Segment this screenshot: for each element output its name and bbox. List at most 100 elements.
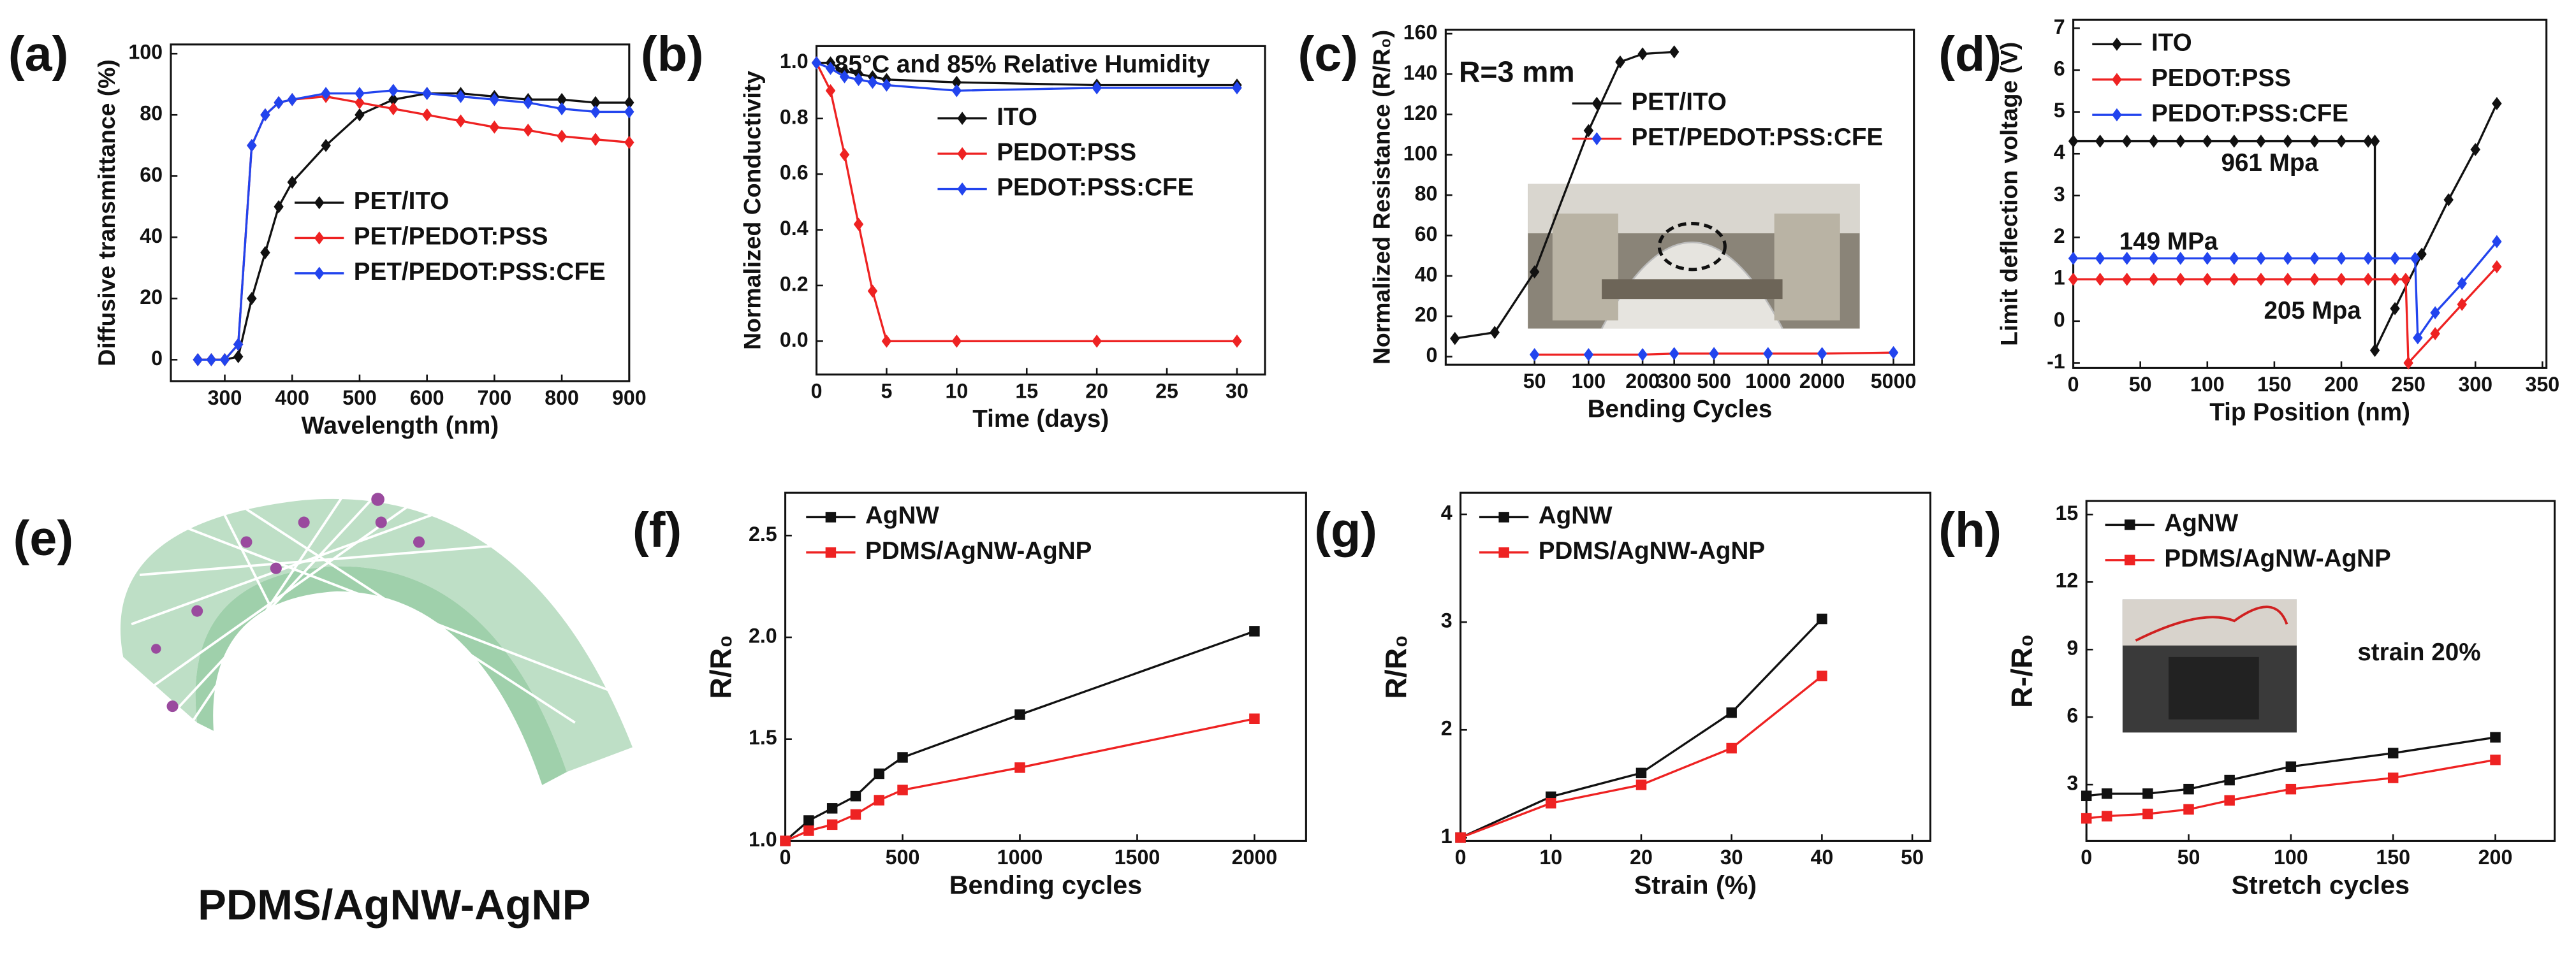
marker bbox=[2413, 331, 2423, 345]
marker bbox=[2309, 272, 2320, 286]
x-tick-label: 250 bbox=[2391, 373, 2426, 396]
marker bbox=[1763, 347, 1773, 361]
x-tick-label: 50 bbox=[1901, 846, 1924, 869]
marker bbox=[839, 70, 850, 83]
marker bbox=[2102, 788, 2112, 799]
marker bbox=[2068, 252, 2079, 265]
x-tick-label: 0 bbox=[1455, 846, 1467, 869]
marker bbox=[2081, 790, 2092, 802]
x-tick-label: 0 bbox=[780, 846, 791, 869]
marker bbox=[421, 87, 432, 100]
marker bbox=[2283, 272, 2293, 286]
marker bbox=[1726, 707, 1737, 718]
marker bbox=[2283, 252, 2293, 265]
marker bbox=[951, 334, 962, 348]
y-tick-label: 4 bbox=[2054, 141, 2065, 164]
y-tick-label: 100 bbox=[1403, 141, 1438, 164]
y-axis-title: Normalized Conductivity bbox=[738, 71, 765, 350]
x-axis-title: Time (days) bbox=[972, 405, 1109, 433]
marker bbox=[2401, 272, 2411, 286]
x-axis-title: Tip Position (nm) bbox=[2209, 399, 2410, 426]
marker bbox=[2229, 252, 2239, 265]
x-tick-label: 100 bbox=[2274, 846, 2308, 869]
legend-marker bbox=[825, 512, 837, 523]
marker bbox=[2336, 134, 2346, 148]
legend-marker bbox=[314, 196, 325, 210]
plot-frame bbox=[815, 45, 1266, 376]
y-tick-label: 120 bbox=[1403, 101, 1438, 124]
marker bbox=[2430, 327, 2440, 340]
marker bbox=[590, 133, 601, 146]
marker bbox=[2283, 134, 2293, 148]
legend-marker bbox=[825, 547, 837, 558]
marker bbox=[355, 87, 365, 100]
series-line bbox=[2086, 758, 2496, 820]
y-tick-label: 2 bbox=[1441, 717, 1453, 740]
x-tick-label: 0 bbox=[2068, 373, 2079, 396]
marker bbox=[2102, 811, 2112, 822]
marker bbox=[951, 83, 962, 98]
marker bbox=[1888, 345, 1899, 359]
y-tick-label: 0.4 bbox=[780, 217, 809, 240]
x-tick-label: 50 bbox=[2129, 373, 2152, 396]
legend-marker bbox=[314, 231, 325, 245]
marker bbox=[2068, 134, 2079, 148]
marker bbox=[624, 136, 634, 149]
photo-inset-h bbox=[2122, 599, 2297, 733]
y-tick-label: 0.0 bbox=[780, 328, 809, 351]
marker bbox=[2492, 97, 2502, 110]
y-tick-label: 4 bbox=[1441, 502, 1453, 525]
marker bbox=[287, 175, 297, 189]
y-tick-label: 140 bbox=[1403, 61, 1438, 84]
legend-marker bbox=[2124, 554, 2135, 566]
y-tick-label: 1 bbox=[1441, 825, 1453, 848]
marker bbox=[1583, 348, 1594, 361]
marker bbox=[2095, 134, 2105, 148]
marker bbox=[557, 129, 567, 143]
legend-marker bbox=[957, 182, 967, 196]
y-tick-label: 0.2 bbox=[780, 272, 809, 295]
marker bbox=[2121, 134, 2132, 148]
marker bbox=[2148, 252, 2159, 265]
marker bbox=[2068, 272, 2079, 286]
legend-label: PET/PEDOT:PSS:CFE bbox=[354, 258, 606, 286]
marker bbox=[2121, 252, 2132, 265]
panel-label: (c) bbox=[1298, 27, 1358, 82]
marker bbox=[489, 120, 500, 134]
x-axis-title: Bending cycles bbox=[949, 870, 1142, 899]
marker bbox=[1636, 767, 1647, 779]
marker bbox=[2309, 134, 2320, 148]
plot-frame bbox=[1444, 29, 1915, 366]
marker bbox=[839, 148, 850, 161]
marker bbox=[2492, 235, 2502, 249]
marker bbox=[355, 108, 365, 122]
marker bbox=[388, 83, 399, 98]
y-tick-label: 2 bbox=[2054, 224, 2065, 247]
x-tick-label: 200 bbox=[2478, 846, 2513, 869]
x-tick-label: 150 bbox=[2257, 373, 2292, 396]
marker bbox=[2121, 272, 2132, 286]
legend-label: PET/PEDOT:PSS:CFE bbox=[1631, 124, 1883, 151]
legend-marker bbox=[1498, 512, 1509, 523]
x-tick-label: 300 bbox=[208, 386, 242, 409]
marker bbox=[2202, 134, 2213, 148]
y-tick-label: 40 bbox=[1415, 263, 1438, 286]
series-line bbox=[1534, 351, 1894, 356]
y-axis-title: R/R₀ bbox=[704, 635, 737, 699]
marker bbox=[853, 73, 864, 87]
legend-label: AgNW bbox=[2164, 510, 2238, 537]
annotation: 205 Mpa bbox=[2264, 297, 2361, 324]
marker bbox=[206, 353, 217, 366]
marker bbox=[260, 246, 270, 259]
legend-label: AgNW bbox=[1539, 502, 1613, 530]
legend-label: PET/PEDOT:PSS bbox=[354, 223, 548, 250]
marker bbox=[247, 292, 257, 305]
marker bbox=[421, 108, 432, 122]
y-tick-label: 15 bbox=[2055, 502, 2078, 525]
x-axis-title: Wavelength (nm) bbox=[302, 412, 499, 439]
marker bbox=[1637, 348, 1648, 361]
marker bbox=[1669, 45, 1680, 59]
marker bbox=[867, 284, 878, 298]
y-tick-label: 1.5 bbox=[749, 726, 777, 749]
marker bbox=[803, 815, 814, 826]
